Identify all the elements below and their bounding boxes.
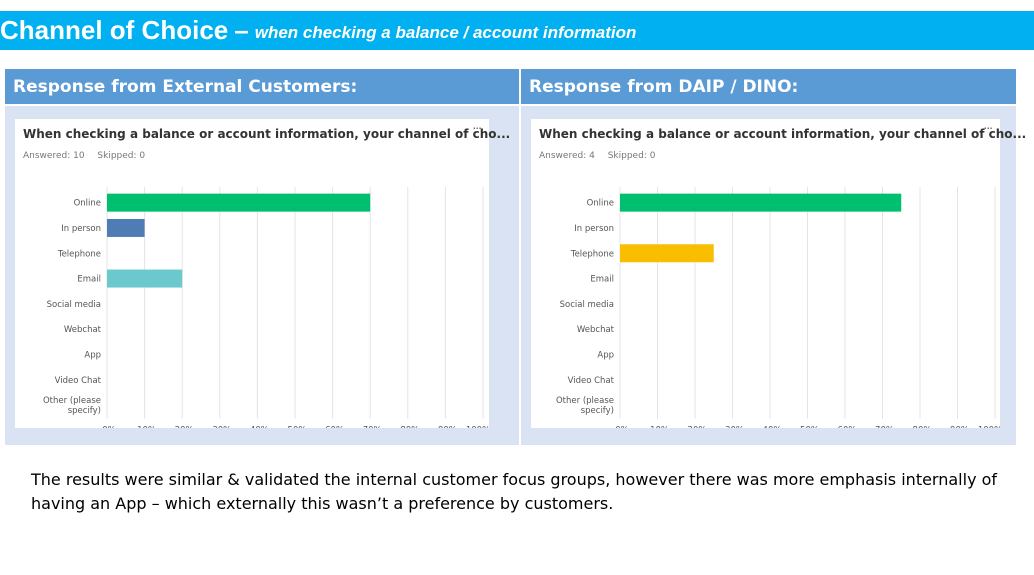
- category-label: Email: [590, 275, 614, 285]
- survey-card-external: 0% 10% 20% 30% 40% 50% 60% 70% 80% 90% 100% Online I…: [15, 116, 510, 428]
- panel-body-external: 0% 10% 20% 30% 40% 50% 60% 70% 80% 90% 100% Online I…: [5, 106, 519, 445]
- category-label: Social media: [47, 300, 101, 310]
- x-tick-label: 10%: [137, 426, 156, 428]
- slide-subtitle: when checking a balance / account inform…: [254, 22, 637, 42]
- bar-chart-daip: 0% 10% 20% 30% 40% 50% 60% 70% 80% 90% 100% Online I…: [556, 187, 1000, 428]
- bar-in-person: [107, 218, 145, 237]
- card-meta: Answered: 4 Skipped: 0: [539, 151, 665, 161]
- x-tick-label: 60%: [838, 426, 857, 428]
- slide-title: Channel of Choice: [0, 15, 229, 45]
- category-label: Online: [74, 199, 101, 209]
- category-label: In person: [61, 224, 101, 234]
- answered-count: Answered: 4: [539, 151, 595, 161]
- footnote-text: The results were similar & validated the…: [31, 470, 998, 513]
- x-tick-label: 70%: [875, 426, 894, 428]
- category-label: Webchat: [577, 325, 615, 335]
- x-tick-label: 40%: [763, 426, 782, 428]
- x-tick-label: 0%: [615, 426, 629, 428]
- title-bar: Channel of Choice – when checking a bala…: [0, 11, 1034, 50]
- x-tick-label: 100%: [978, 426, 1000, 428]
- category-label: Video Chat: [55, 376, 102, 386]
- survey-card-daip: 0% 10% 20% 30% 40% 50% 60% 70% 80% 90% 100% Online I…: [531, 116, 1026, 428]
- x-tick-label: 20%: [175, 426, 194, 428]
- bar-chart-external: 0% 10% 20% 30% 40% 50% 60% 70% 80% 90% 100% Online I…: [43, 187, 489, 428]
- x-tick-label: 30%: [212, 426, 231, 428]
- category-label: Online: [587, 199, 614, 209]
- panel-header-daip: Response from DAIP / DINO:: [521, 69, 1016, 104]
- category-label: Telephone: [570, 249, 614, 259]
- category-label: Social media: [560, 300, 614, 310]
- x-tick-label: 30%: [725, 426, 744, 428]
- x-tick-label: 70%: [363, 426, 382, 428]
- x-tick-label: 0%: [102, 426, 116, 428]
- category-label: Other (please: [556, 396, 614, 406]
- card-question-title: When checking a balance or account infor…: [539, 127, 1027, 141]
- category-label: Other (please: [43, 396, 101, 406]
- x-tick-label: 50%: [800, 426, 819, 428]
- bar-email: [107, 269, 183, 288]
- bar-online: [620, 193, 902, 212]
- title-separator: –: [234, 15, 249, 45]
- x-tick-label: 80%: [913, 426, 932, 428]
- x-tick-label: 90%: [950, 426, 969, 428]
- x-tick-label: 60%: [325, 426, 344, 428]
- more-options-icon[interactable]: ...: [983, 116, 993, 132]
- card-meta: Answered: 10 Skipped: 0: [23, 151, 155, 161]
- skipped-count: Skipped: 0: [97, 151, 146, 161]
- x-tick-label: 80%: [400, 426, 419, 428]
- skipped-count: Skipped: 0: [607, 151, 656, 161]
- bar-online: [107, 193, 371, 212]
- category-label: In person: [574, 224, 614, 234]
- category-label: Video Chat: [568, 376, 615, 386]
- category-label: Email: [77, 275, 101, 285]
- more-options-icon[interactable]: ...: [472, 116, 482, 132]
- panel-header-external: Response from External Customers:: [5, 69, 519, 104]
- panel-body-daip: 0% 10% 20% 30% 40% 50% 60% 70% 80% 90% 100% Online I…: [521, 106, 1026, 445]
- x-tick-label: 50%: [288, 426, 307, 428]
- x-tick-label: 10%: [650, 426, 669, 428]
- category-label: Telephone: [57, 249, 101, 259]
- category-label: specify): [68, 406, 101, 416]
- category-label: App: [84, 350, 101, 360]
- category-label: Webchat: [64, 325, 102, 335]
- answered-count: Answered: 10: [23, 151, 85, 161]
- bar-telephone: [620, 244, 714, 263]
- x-tick-label: 100%: [466, 426, 489, 428]
- x-tick-label: 20%: [688, 426, 707, 428]
- category-label: App: [597, 350, 614, 360]
- card-question-title: When checking a balance or account infor…: [23, 127, 511, 141]
- x-tick-label: 40%: [250, 426, 269, 428]
- category-label: specify): [581, 406, 614, 416]
- x-tick-label: 90%: [438, 426, 457, 428]
